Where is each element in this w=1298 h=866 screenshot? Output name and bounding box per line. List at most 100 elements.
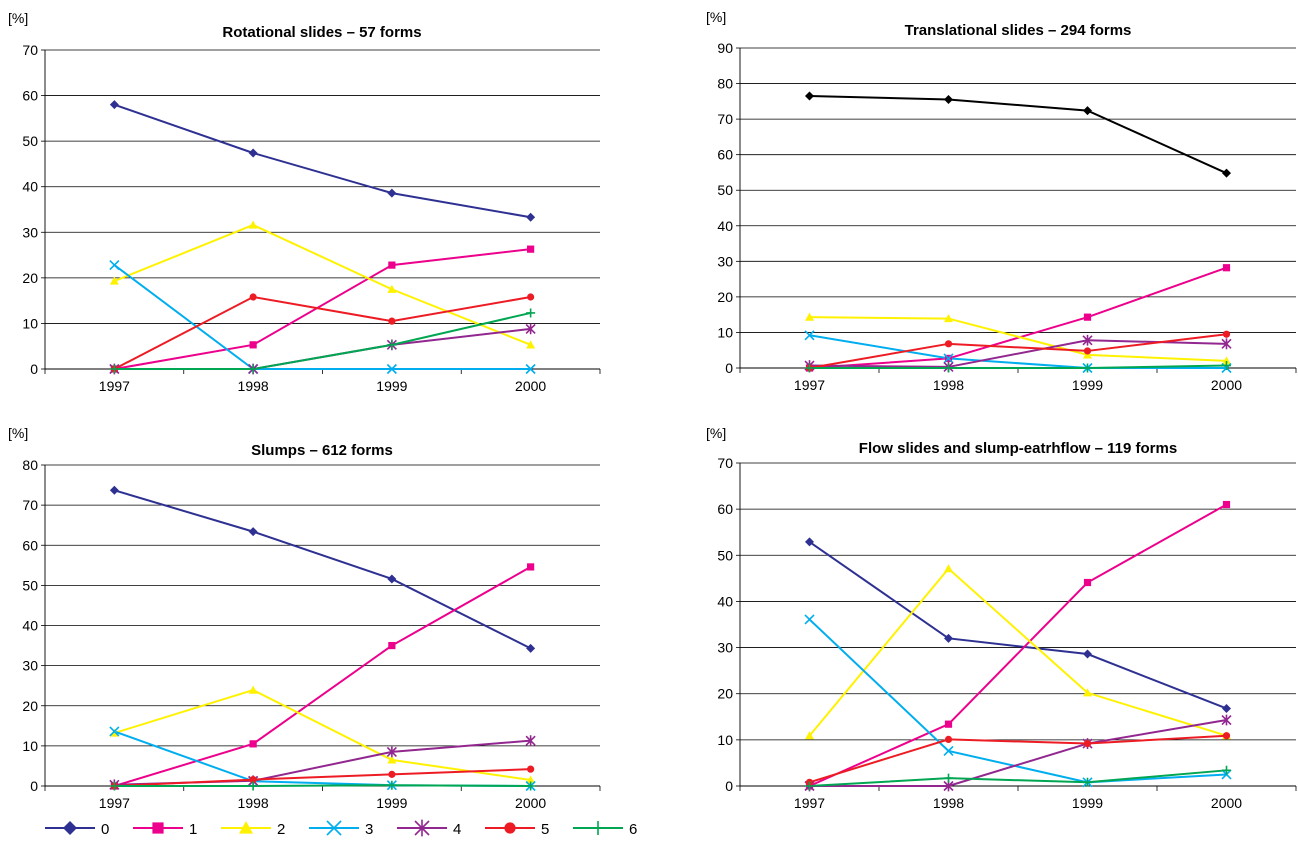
series-line-3 <box>809 334 1227 369</box>
y-tick-label: 70 <box>22 42 38 58</box>
data-point-5 <box>249 775 257 784</box>
data-point-1 <box>249 341 257 349</box>
data-point-2 <box>248 220 258 229</box>
legend-marker-4 <box>414 819 430 837</box>
data-point-2 <box>109 276 119 285</box>
data-point-2 <box>526 340 536 349</box>
data-point-2 <box>248 685 258 694</box>
data-point-3 <box>109 260 120 271</box>
series-line-4 <box>114 739 531 786</box>
y-tick-label: 50 <box>22 133 38 149</box>
data-point-0 <box>1083 106 1092 116</box>
legend-label-6: 6 <box>629 821 637 838</box>
x-tick-label: 1997 <box>794 377 825 393</box>
data-point-6 <box>387 780 397 790</box>
x-tick-label: 1998 <box>238 795 269 811</box>
series-line-6 <box>809 769 1227 787</box>
data-point-4 <box>525 323 536 335</box>
y-tick-label: 30 <box>717 640 733 656</box>
data-point-3 <box>525 363 536 375</box>
data-point-5 <box>1222 330 1231 338</box>
data-point-6 <box>944 773 953 783</box>
series-line-5 <box>114 768 531 787</box>
data-point-5 <box>388 770 396 778</box>
x-tick-label: 1999 <box>1072 377 1103 393</box>
data-point-6 <box>526 781 536 791</box>
data-point-1 <box>388 261 396 269</box>
x-tick-label: 1998 <box>933 377 964 393</box>
data-point-6 <box>387 340 397 350</box>
data-point-5 <box>527 765 535 773</box>
series-line-0 <box>114 103 531 219</box>
chart-panel-2: Slumps – 612 forms [%] 0 10 20 30 40 50 60 70 80 19… <box>8 425 601 811</box>
data-point-0 <box>248 527 258 537</box>
series-line-5 <box>113 295 531 370</box>
legend: 0 1 2 3 4 5 6 <box>45 819 637 838</box>
data-point-3 <box>109 726 120 737</box>
data-point-0 <box>944 95 953 105</box>
legend-label-2: 2 <box>277 821 285 838</box>
y-tick-label: 40 <box>22 618 38 634</box>
data-point-2 <box>1222 356 1231 365</box>
y-tick-label: 10 <box>22 738 38 754</box>
y-tick-label: 20 <box>717 686 733 702</box>
y-axis-unit-label: [%] <box>706 9 726 25</box>
series-line-5 <box>809 333 1227 369</box>
data-point-0 <box>387 574 397 584</box>
legend-label-0: 0 <box>101 821 109 838</box>
series-line-0 <box>114 489 532 650</box>
series-line-6 <box>114 311 531 370</box>
y-tick-label: 10 <box>22 315 38 331</box>
y-tick-label: 80 <box>717 76 733 92</box>
legend-marker-2 <box>239 821 253 834</box>
series-line-0 <box>808 541 1227 710</box>
y-tick-label: 50 <box>717 547 733 563</box>
chart-panel-0: Rotational slides – 57 forms [%] 0 10 20 30 40… <box>8 10 601 394</box>
data-point-6 <box>248 364 258 374</box>
data-point-2 <box>387 755 397 764</box>
x-tick-label: 2000 <box>1211 795 1242 811</box>
x-tick-label: 1997 <box>99 795 130 811</box>
chart-title: Rotational slides – 57 forms <box>222 24 421 41</box>
data-point-1 <box>388 641 396 650</box>
data-point-2 <box>387 284 397 293</box>
data-point-3 <box>943 745 954 756</box>
series-line-6 <box>809 364 1227 369</box>
data-point-6 <box>109 781 119 791</box>
data-point-0 <box>944 633 953 643</box>
x-tick-label: 1999 <box>376 795 407 811</box>
data-point-6 <box>944 363 953 373</box>
series-line-3 <box>808 618 1227 784</box>
data-point-0 <box>1222 703 1231 713</box>
x-tick-label: 1999 <box>376 378 407 394</box>
data-point-2 <box>1083 688 1092 697</box>
series-line-4 <box>114 327 531 370</box>
data-point-1 <box>527 563 535 571</box>
data-point-6 <box>1083 777 1092 787</box>
chart-panel-3: Flow slides and slump-eatrhflow – 119 fo… <box>706 425 1297 811</box>
x-tick-label: 2000 <box>515 378 546 394</box>
data-point-1 <box>1083 578 1092 587</box>
data-point-1 <box>1083 313 1092 321</box>
y-tick-label: 70 <box>717 455 733 471</box>
data-point-0 <box>109 100 119 110</box>
data-point-3 <box>804 614 815 625</box>
data-point-0 <box>805 91 814 101</box>
x-tick-label: 1998 <box>933 795 964 811</box>
data-point-6 <box>248 781 258 791</box>
series-line-3 <box>113 264 531 370</box>
x-tick-label: 1999 <box>1072 795 1103 811</box>
y-tick-label: 40 <box>717 218 733 234</box>
legend-label-5: 5 <box>541 821 549 838</box>
series-line-5 <box>809 734 1227 784</box>
data-point-6 <box>1222 361 1231 371</box>
data-point-1 <box>1222 264 1231 272</box>
series-line-6 <box>114 784 531 787</box>
data-point-5 <box>527 293 535 301</box>
data-point-2 <box>805 731 814 740</box>
data-point-5 <box>1083 739 1092 748</box>
y-tick-label: 50 <box>717 182 733 198</box>
data-point-4 <box>1082 334 1093 346</box>
y-tick-label: 60 <box>22 537 38 553</box>
